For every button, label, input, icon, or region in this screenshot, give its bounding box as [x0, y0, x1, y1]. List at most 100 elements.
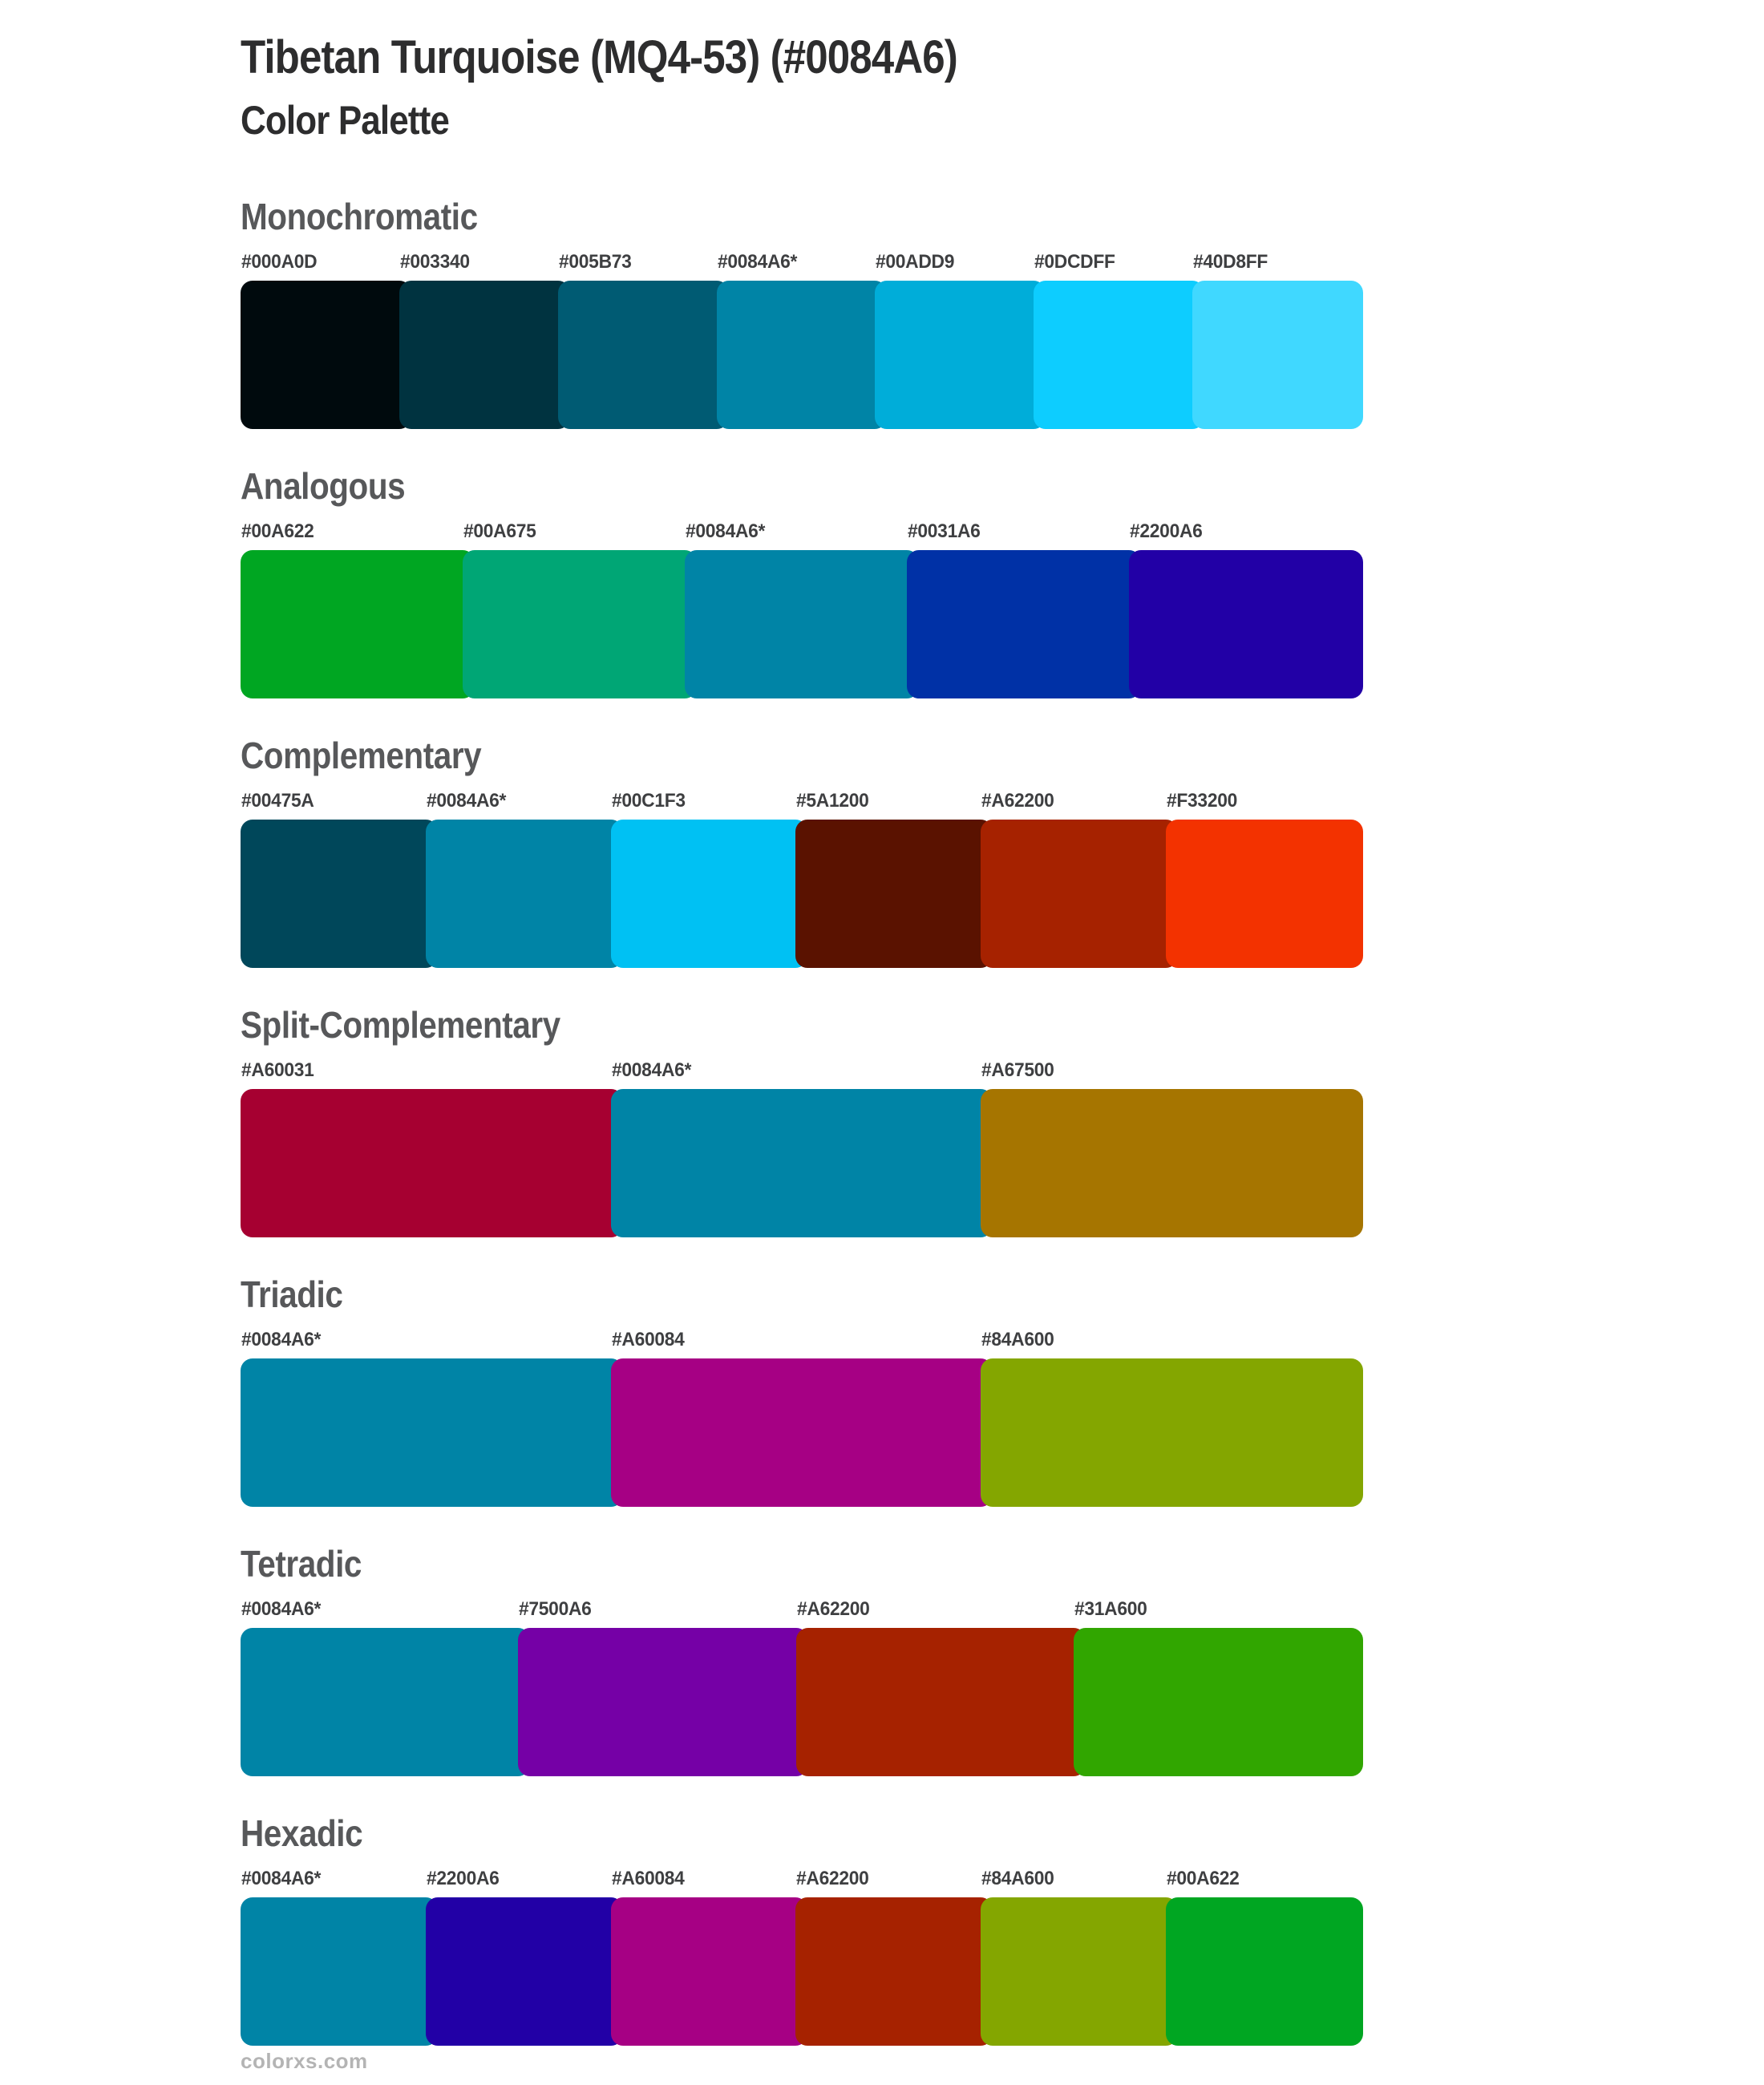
color-chip[interactable] [795, 1628, 1086, 1776]
color-chip-base[interactable] [610, 1089, 993, 1237]
swatch-label: #0084A6* [241, 1329, 322, 1350]
swatch-label: #84A600 [981, 1868, 1054, 1889]
color-chip[interactable] [399, 281, 570, 429]
swatch-label: #0084A6* [241, 1868, 322, 1889]
color-chip[interactable] [981, 1089, 1364, 1237]
swatch: #40D8FF [1192, 251, 1364, 429]
color-chip[interactable] [463, 550, 697, 698]
swatch-label: #0084A6* [241, 1598, 322, 1620]
swatch: #005B73 [557, 251, 729, 429]
swatch-label: #5A1200 [796, 790, 870, 812]
color-chip[interactable] [241, 281, 411, 429]
swatch: #A60031 [241, 1059, 623, 1237]
color-chip[interactable] [1073, 1628, 1363, 1776]
color-chip-base[interactable] [241, 1628, 531, 1776]
color-chip[interactable] [610, 820, 808, 968]
swatch: #0084A6* [716, 251, 888, 429]
color-chip[interactable] [610, 1897, 808, 2046]
swatch-label: #A62200 [796, 1868, 870, 1889]
palette-section: Tetradic #0084A6* #7500A6 #A62200 #31A60… [241, 1542, 1764, 1776]
color-chip[interactable] [241, 820, 438, 968]
page-subtitle: Color Palette [241, 98, 450, 143]
section-title: Analogous [241, 465, 406, 507]
swatch-label: #00A675 [463, 520, 536, 542]
section-title: Triadic [241, 1273, 343, 1315]
color-chip[interactable] [795, 1897, 993, 2046]
swatch: #31A600 [1073, 1598, 1363, 1776]
color-chip[interactable] [1166, 1897, 1363, 2046]
color-chip[interactable] [907, 550, 1141, 698]
swatch-label: #00ADD9 [876, 251, 955, 273]
section-title: Split-Complementary [241, 1004, 560, 1046]
color-chip[interactable] [795, 820, 993, 968]
swatch: #84A600 [981, 1868, 1179, 2046]
page-header: Tibetan Turquoise (MQ4-53) (#0084A6) Col… [241, 30, 1764, 144]
color-chip[interactable] [518, 1628, 808, 1776]
swatch-label: #40D8FF [1193, 251, 1268, 273]
swatch-label: #0031A6 [908, 520, 981, 542]
color-chip[interactable] [557, 281, 729, 429]
swatch: #00A675 [463, 520, 697, 698]
swatch: #A60084 [610, 1868, 808, 2046]
swatch-row: #000A0D #003340 #005B73 #0084A6* #00ADD9… [241, 251, 1364, 429]
color-chip[interactable] [1129, 550, 1363, 698]
palette-section: Complementary #00475A #0084A6* #00C1F3 #… [241, 734, 1764, 968]
color-chip[interactable] [981, 1897, 1179, 2046]
swatch: #2200A6 [1129, 520, 1363, 698]
footer-brand-link[interactable]: colorxs.com [241, 2049, 368, 2073]
palette-section: Hexadic #0084A6* #2200A6 #A60084 #A62200… [241, 1812, 1764, 2046]
swatch-label: #A60084 [611, 1329, 685, 1350]
swatch-label: #0084A6* [686, 520, 766, 542]
swatch-label: #000A0D [241, 251, 318, 273]
swatch-label: #2200A6 [1130, 520, 1203, 542]
swatch: #0084A6* [241, 1598, 531, 1776]
color-chip-base[interactable] [716, 281, 888, 429]
swatch-label: #31A600 [1074, 1598, 1147, 1620]
swatch-row: #00475A #0084A6* #00C1F3 #5A1200 #A62200… [241, 790, 1363, 968]
color-chip[interactable] [241, 1089, 623, 1237]
swatch: #A62200 [795, 1868, 993, 2046]
color-chip[interactable] [1192, 281, 1364, 429]
color-chip[interactable] [981, 820, 1179, 968]
section-title: Tetradic [241, 1543, 362, 1585]
color-chip[interactable] [425, 1897, 623, 2046]
swatch-label: #00475A [241, 790, 314, 812]
color-chip-base[interactable] [241, 1897, 438, 2046]
swatch: #F33200 [1166, 790, 1363, 968]
swatch: #84A600 [981, 1329, 1364, 1507]
color-chip-base[interactable] [685, 550, 919, 698]
swatch: #003340 [399, 251, 570, 429]
swatch-label: #A60084 [611, 1868, 685, 1889]
swatch-label: #84A600 [981, 1329, 1054, 1350]
swatch-label: #003340 [399, 251, 470, 273]
color-chip[interactable] [875, 281, 1046, 429]
swatch: #0031A6 [907, 520, 1141, 698]
color-chip[interactable] [1034, 281, 1205, 429]
swatch: #0084A6* [241, 1329, 623, 1507]
swatch-label: #2200A6 [426, 1868, 500, 1889]
color-chip[interactable] [981, 1358, 1364, 1507]
swatch-row: #00A622 #00A675 #0084A6* #0031A6 #2200A6 [241, 520, 1363, 698]
section-title: Complementary [241, 735, 482, 776]
swatch: #0084A6* [241, 1868, 438, 2046]
palette-sections: Monochromatic #000A0D #003340 #005B73 #0… [241, 195, 1764, 2046]
swatch-label: #00A622 [1167, 1868, 1240, 1889]
color-chip[interactable] [241, 550, 475, 698]
palette-section: Analogous #00A622 #00A675 #0084A6* #0031… [241, 464, 1764, 698]
swatch: #A62200 [795, 1598, 1086, 1776]
swatch-label: #0084A6* [611, 1059, 691, 1081]
swatch-label: #005B73 [558, 251, 632, 273]
swatch-label: #F33200 [1167, 790, 1238, 812]
page-footer: colorxs.com [241, 2049, 368, 2074]
swatch: #0084A6* [610, 1059, 993, 1237]
color-chip-base[interactable] [425, 820, 623, 968]
palette-section: Split-Complementary #A60031 #0084A6* #A6… [241, 1003, 1764, 1237]
swatch-label: #00C1F3 [611, 790, 686, 812]
color-chip-base[interactable] [241, 1358, 623, 1507]
swatch: #00C1F3 [610, 790, 808, 968]
swatch-row: #0084A6* #7500A6 #A62200 #31A600 [241, 1598, 1363, 1776]
color-chip[interactable] [1166, 820, 1363, 968]
color-chip[interactable] [610, 1358, 993, 1507]
swatch-label: #A60031 [241, 1059, 314, 1081]
